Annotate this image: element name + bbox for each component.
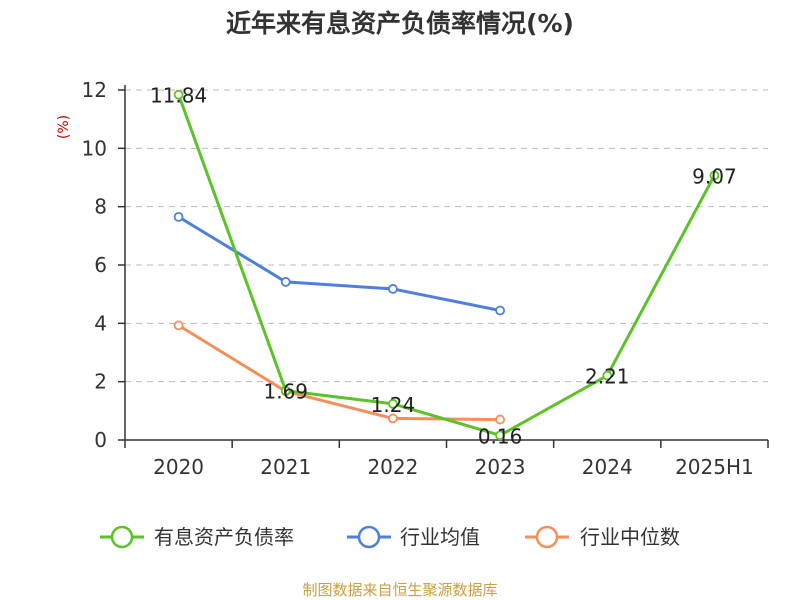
y-tick-label: 6 [94, 253, 107, 277]
legend-item[interactable]: 行业均值 [347, 525, 480, 549]
x-tick-label: 2022 [367, 455, 418, 479]
data-point [388, 413, 398, 424]
source-note: 制图数据来自恒生聚源数据库 [302, 581, 498, 599]
data-label: 11.84 [150, 84, 207, 108]
y-tick-label: 12 [82, 78, 107, 102]
data-label: 2.21 [585, 365, 630, 389]
data-point [280, 385, 291, 396]
y-tick-label: 4 [94, 311, 107, 335]
y-axis-label: (%) [56, 115, 72, 139]
x-tick-label: 2025H1 [675, 455, 754, 479]
y-tick-label: 0 [94, 428, 107, 452]
data-point [173, 320, 184, 331]
legend-label: 有息资产负债率 [154, 525, 294, 549]
axes: 0 2 4 6 8 10 12 2020 2021 2022 2023 2024 2025H1 [82, 78, 769, 479]
grid-lines [125, 89, 768, 383]
data-point [602, 370, 613, 381]
data-label: 1.24 [371, 393, 416, 417]
y-tick-label: 8 [94, 195, 107, 219]
data-point [495, 305, 505, 316]
data-point [280, 277, 291, 287]
data-labels: 11.84 1.69 1.24 0.16 2.21 9.07 [150, 84, 737, 449]
chart-title: 近年来有息资产负债率情况(%) [226, 9, 574, 38]
legend-item[interactable]: 行业中位数 [525, 525, 680, 549]
x-tick-label: 2021 [260, 455, 311, 479]
legend-swatch-marker [357, 525, 381, 549]
data-point [173, 211, 184, 222]
data-point [495, 414, 505, 425]
data-point [173, 89, 184, 100]
x-tick-label: 2024 [582, 455, 633, 479]
data-label: 9.07 [692, 164, 737, 188]
data-label: 0.16 [478, 424, 523, 448]
data-point [495, 430, 505, 441]
data-point [388, 284, 398, 294]
legend-item[interactable]: 有息资产负债率 [100, 525, 294, 549]
series-line [177, 94, 716, 437]
series-line [177, 324, 501, 422]
y-tick-label: 10 [82, 136, 107, 160]
legend-swatch-marker [110, 525, 134, 549]
data-point [388, 398, 398, 409]
legend-label: 行业中位数 [580, 525, 680, 549]
series-group [173, 89, 720, 441]
y-tick-label: 2 [94, 370, 107, 394]
legend-label: 行业均值 [400, 525, 480, 549]
legend-swatch-marker [535, 525, 559, 549]
x-tick-label: 2023 [475, 455, 526, 479]
series-line [177, 215, 501, 312]
x-tick-label: 2020 [153, 455, 204, 479]
data-point [709, 170, 720, 181]
legend[interactable]: 有息资产负债率 行业均值 行业中位数 [100, 525, 680, 549]
data-label: 1.69 [263, 380, 308, 404]
